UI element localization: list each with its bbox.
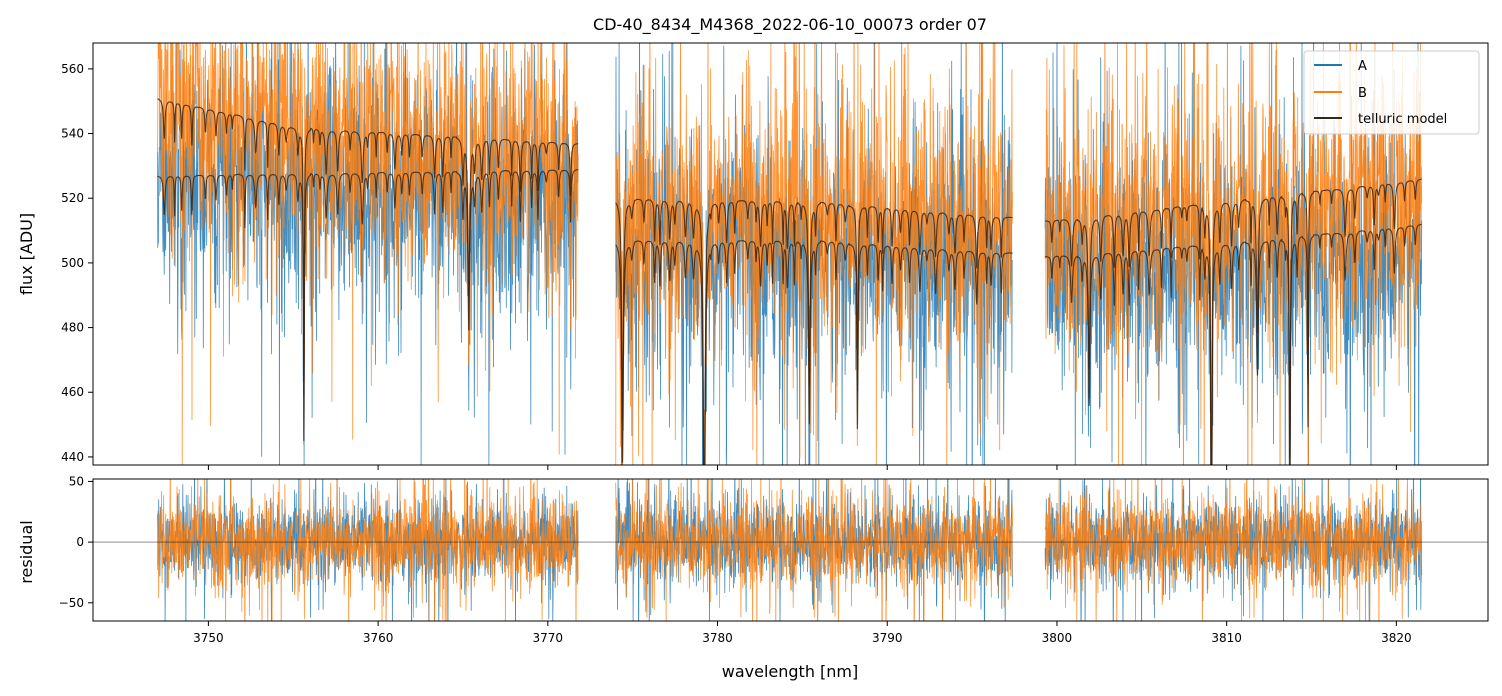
flux-plot-area (157, 43, 1423, 465)
x-tick-label-3810: 3810 (1211, 631, 1242, 645)
y-tick-label-500: 500 (61, 256, 84, 270)
series-b-segment-1 (157, 43, 579, 465)
legend-box (1303, 50, 1480, 135)
y-tick-label--50: −50 (59, 596, 84, 610)
y-tick-label-560: 560 (61, 62, 84, 76)
series-telluric-model-curve-1-segment-1 (157, 98, 579, 396)
chart-title: CD-40_8434_M4368_2022-06-10_00073 order … (593, 15, 987, 35)
residual-y-ticks: −50 0 50 (59, 474, 93, 610)
y-tick-label-50: 50 (69, 474, 84, 488)
y-tick-label-540: 540 (61, 127, 84, 141)
series-telluric-model-curve-2-segment-3 (1045, 223, 1422, 465)
flux-y-axis-label: flux [ADU] (17, 213, 36, 295)
legend-label-b: B (1358, 86, 1367, 101)
y-tick-label-460: 460 (61, 385, 84, 399)
legend: A B telluric model (1303, 50, 1480, 135)
x-tick-label-3820: 3820 (1381, 631, 1412, 645)
residual-plot-area (93, 479, 1488, 621)
y-tick-label-440: 440 (61, 450, 84, 464)
y-tick-label-520: 520 (61, 191, 84, 205)
x-tick-label-3780: 3780 (702, 631, 733, 645)
y-tick-label-480: 480 (61, 321, 84, 335)
series-telluric-model-curve-1-segment-3 (1045, 178, 1422, 465)
residual-b-segment-3 (1044, 479, 1423, 621)
x-tick-label-3760: 3760 (363, 631, 394, 645)
flux-x-ticks (207, 465, 1397, 470)
y-tick-label-0: 0 (76, 535, 84, 549)
series-telluric-model-curve-2-segment-1 (157, 169, 579, 441)
residual-y-axis-label: residual (17, 520, 36, 583)
residual-b-segment-2 (615, 479, 1013, 621)
x-axis-label: wavelength [nm] (722, 662, 859, 681)
flux-y-ticks: 440 460 480 500 520 540 560 (61, 62, 93, 464)
x-tick-label-3750: 3750 (193, 631, 224, 645)
series-telluric-model-curve-1-segment-2 (615, 198, 1013, 465)
x-tick-label-3770: 3770 (533, 631, 564, 645)
x-tick-label-3800: 3800 (1042, 631, 1073, 645)
residual-x-ticks: 3750 3760 3770 3780 3790 3800 3810 3820 (193, 621, 1412, 645)
residual-a-segment-2 (615, 479, 1013, 621)
legend-label-a: A (1358, 59, 1367, 74)
residual-axes-frame (92, 478, 1489, 622)
flux-axes-frame (92, 42, 1489, 466)
series-b-segment-2 (615, 43, 1013, 465)
x-tick-label-3790: 3790 (872, 631, 903, 645)
series-telluric-model-curve-2-segment-2 (615, 240, 1013, 465)
legend-label-telluric-model: telluric model (1358, 112, 1447, 127)
residual-b-segment-1 (157, 479, 579, 621)
